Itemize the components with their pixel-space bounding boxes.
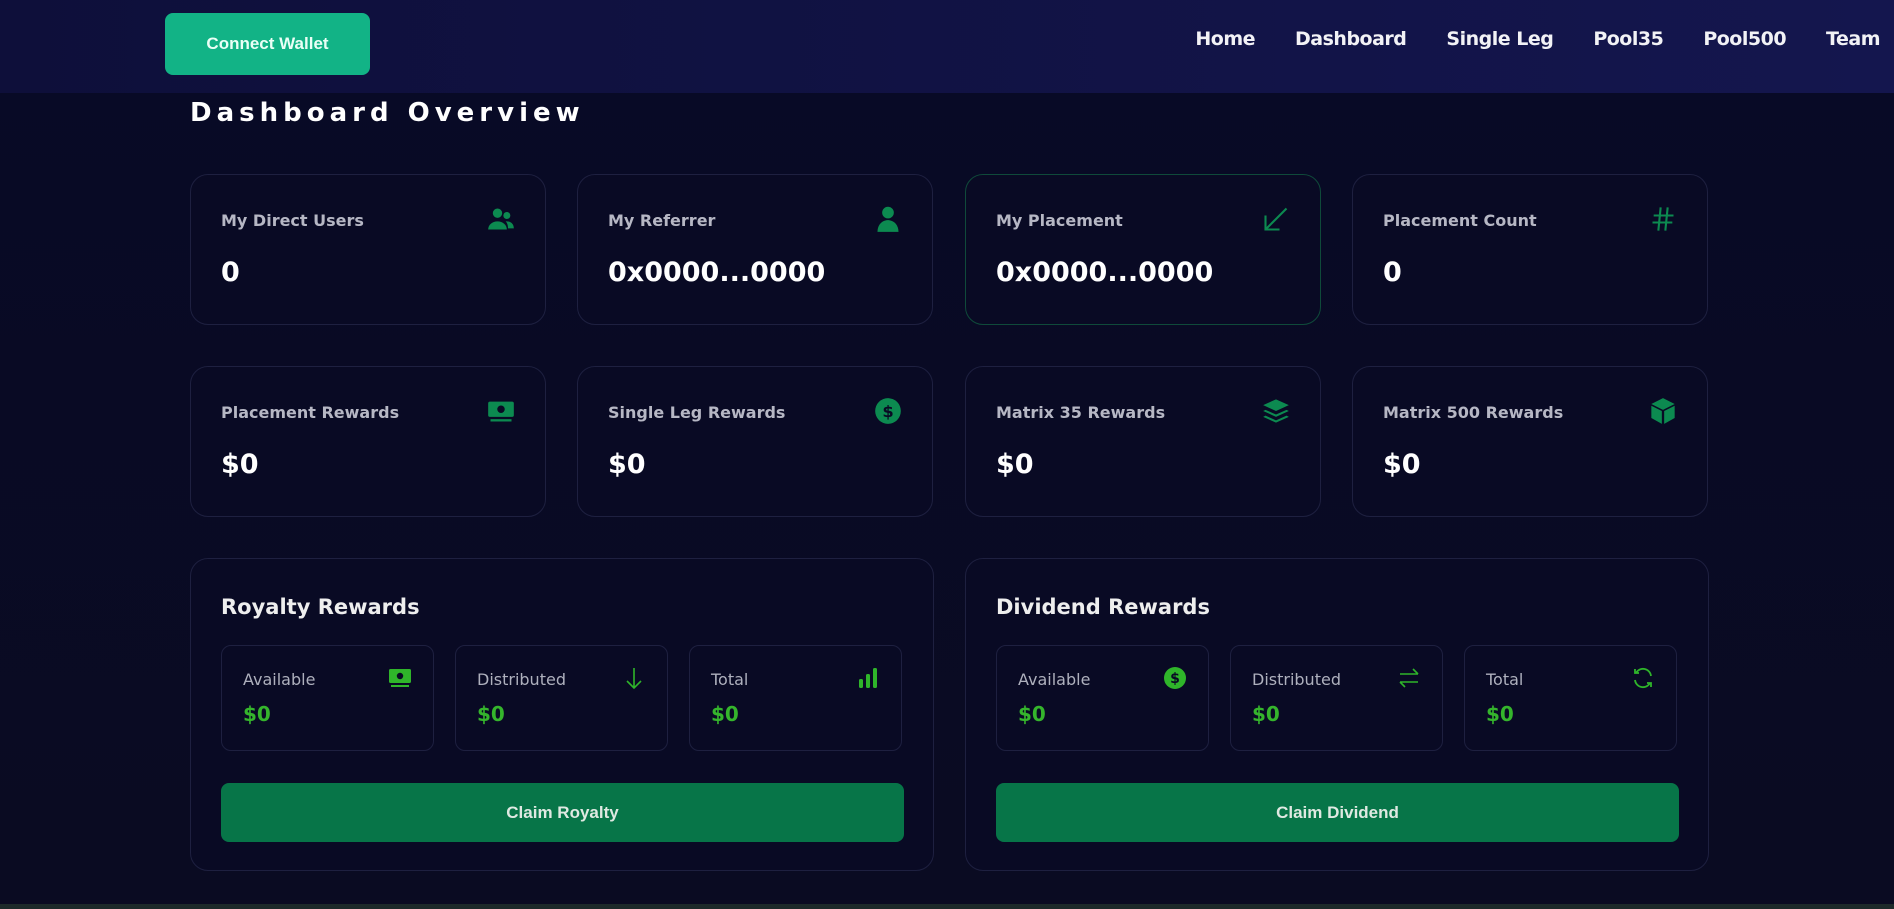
bar-chart-icon: [856, 666, 880, 690]
stat-card-placement-rewards: Placement Rewards $0: [190, 366, 546, 517]
arrow-down-left-icon: [1262, 205, 1290, 233]
stat-card-placement: My Placement 0x0000...0000: [965, 174, 1321, 325]
stat-value: $0: [608, 449, 646, 480]
users-icon: [487, 205, 515, 233]
stat-card-matrix35-rewards: Matrix 35 Rewards $0: [965, 366, 1321, 517]
royalty-distributed: Distributed $0: [455, 645, 668, 751]
page-title: Dashboard Overview: [190, 98, 585, 128]
stat-card-direct-users: My Direct Users 0: [190, 174, 546, 325]
royalty-total: Total $0: [689, 645, 902, 751]
dollar-circle-icon: $: [1163, 666, 1187, 690]
connect-wallet-button[interactable]: Connect Wallet: [165, 13, 370, 75]
arrow-down-icon: [622, 666, 646, 690]
stat-label: Single Leg Rewards: [608, 403, 786, 422]
sub-value: $0: [1252, 702, 1280, 726]
sub-label: Available: [1018, 670, 1091, 689]
stat-value: 0x0000...0000: [608, 257, 826, 288]
royalty-rewards-panel: Royalty Rewards Available $0 Distributed…: [190, 558, 934, 871]
nav-single-leg[interactable]: Single Leg: [1446, 28, 1554, 50]
dividend-total: Total $0: [1464, 645, 1677, 751]
stat-card-placement-count: Placement Count 0: [1352, 174, 1708, 325]
sub-value: $0: [711, 702, 739, 726]
sub-label: Distributed: [1252, 670, 1341, 689]
dividend-rewards-panel: Dividend Rewards Available $0 $ Distribu…: [965, 558, 1709, 871]
layers-icon: [1262, 397, 1290, 425]
sub-value: $0: [1018, 702, 1046, 726]
stat-value: 0x0000...0000: [996, 257, 1214, 288]
exchange-icon: [1397, 666, 1421, 690]
stat-card-matrix500-rewards: Matrix 500 Rewards $0: [1352, 366, 1708, 517]
stat-label: Matrix 500 Rewards: [1383, 403, 1564, 422]
sub-label: Total: [1486, 670, 1524, 689]
stat-value: 0: [1383, 257, 1402, 288]
money-bill-icon: [487, 397, 515, 425]
sub-label: Distributed: [477, 670, 566, 689]
sub-label: Total: [711, 670, 749, 689]
money-bill-icon: [388, 666, 412, 690]
dividend-distributed: Distributed $0: [1230, 645, 1443, 751]
stat-label: Placement Rewards: [221, 403, 400, 422]
svg-text:$: $: [1170, 671, 1180, 687]
nav-pool500[interactable]: Pool500: [1703, 28, 1787, 50]
nav-dashboard[interactable]: Dashboard: [1295, 28, 1407, 50]
cube-icon: [1649, 397, 1677, 425]
svg-text:$: $: [882, 402, 893, 421]
stat-card-referrer: My Referrer 0x0000...0000: [577, 174, 933, 325]
royalty-available: Available $0: [221, 645, 434, 751]
nav-team[interactable]: Team: [1826, 28, 1880, 50]
hash-icon: [1649, 205, 1677, 233]
user-icon: [874, 205, 902, 233]
refresh-icon: [1631, 666, 1655, 690]
stat-value: $0: [1383, 449, 1421, 480]
sub-value: $0: [1486, 702, 1514, 726]
sub-value: $0: [477, 702, 505, 726]
nav-pool35[interactable]: Pool35: [1593, 28, 1664, 50]
bottom-divider: [0, 904, 1894, 909]
stat-label: My Placement: [996, 211, 1123, 230]
panel-title: Royalty Rewards: [221, 595, 420, 619]
stat-value: $0: [221, 449, 259, 480]
stat-value: $0: [996, 449, 1034, 480]
dollar-circle-icon: $: [874, 397, 902, 425]
top-header: Connect Wallet Home Dashboard Single Leg…: [0, 0, 1894, 93]
claim-dividend-button[interactable]: Claim Dividend: [996, 783, 1679, 842]
stat-label: My Referrer: [608, 211, 716, 230]
dividend-available: Available $0 $: [996, 645, 1209, 751]
stat-label: Placement Count: [1383, 211, 1537, 230]
stat-value: 0: [221, 257, 240, 288]
nav-home[interactable]: Home: [1195, 28, 1256, 50]
stat-label: My Direct Users: [221, 211, 364, 230]
stat-label: Matrix 35 Rewards: [996, 403, 1166, 422]
panel-title: Dividend Rewards: [996, 595, 1210, 619]
stat-card-single-leg-rewards: Single Leg Rewards $0 $: [577, 366, 933, 517]
sub-value: $0: [243, 702, 271, 726]
sub-label: Available: [243, 670, 316, 689]
main-nav: Home Dashboard Single Leg Pool35 Pool500…: [1195, 28, 1880, 50]
claim-royalty-button[interactable]: Claim Royalty: [221, 783, 904, 842]
